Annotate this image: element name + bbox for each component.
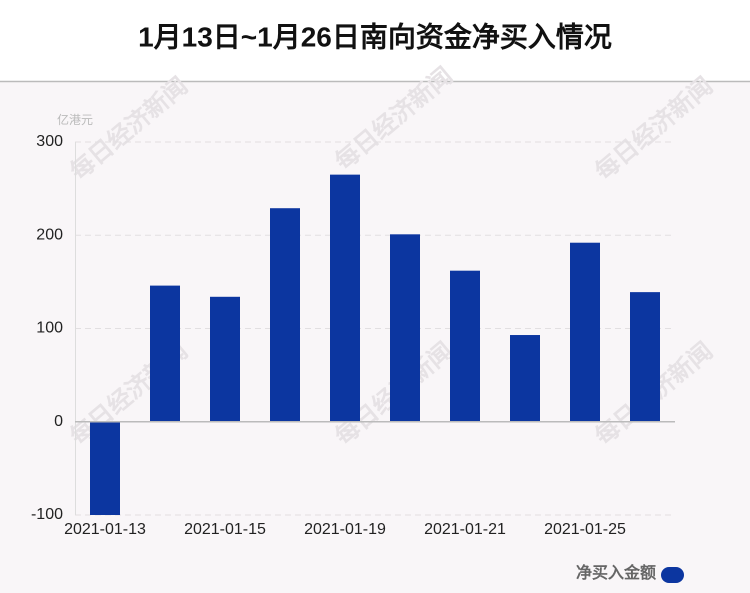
chart-title: 1月13日~1月26日南向资金净买入情况 [138, 20, 612, 52]
x-tick-label: 2021-01-21 [424, 521, 506, 538]
y-tick-label: 0 [54, 413, 63, 430]
x-tick-label: 2021-01-13 [64, 521, 146, 538]
y-tick-label: 300 [36, 133, 63, 150]
y-tick-label: 100 [36, 320, 63, 337]
legend-label: 净买入金额 [576, 563, 656, 582]
bar [330, 174, 360, 422]
bar [450, 270, 480, 422]
y-unit: 亿港元 [57, 112, 93, 127]
bar [570, 242, 600, 422]
bar [630, 292, 660, 422]
x-tick-label: 2021-01-15 [184, 521, 266, 538]
bar [210, 296, 240, 422]
y-tick-label: 200 [36, 226, 63, 243]
header [0, 0, 750, 81]
bar [390, 234, 420, 422]
x-tick-label: 2021-01-25 [544, 521, 626, 538]
bar [510, 335, 540, 422]
legend-swatch [661, 567, 684, 583]
y-tick-label: -100 [31, 506, 63, 523]
x-tick-label: 2021-01-19 [304, 521, 386, 538]
bar [150, 285, 180, 422]
bar [270, 208, 300, 422]
bar [90, 421, 120, 515]
